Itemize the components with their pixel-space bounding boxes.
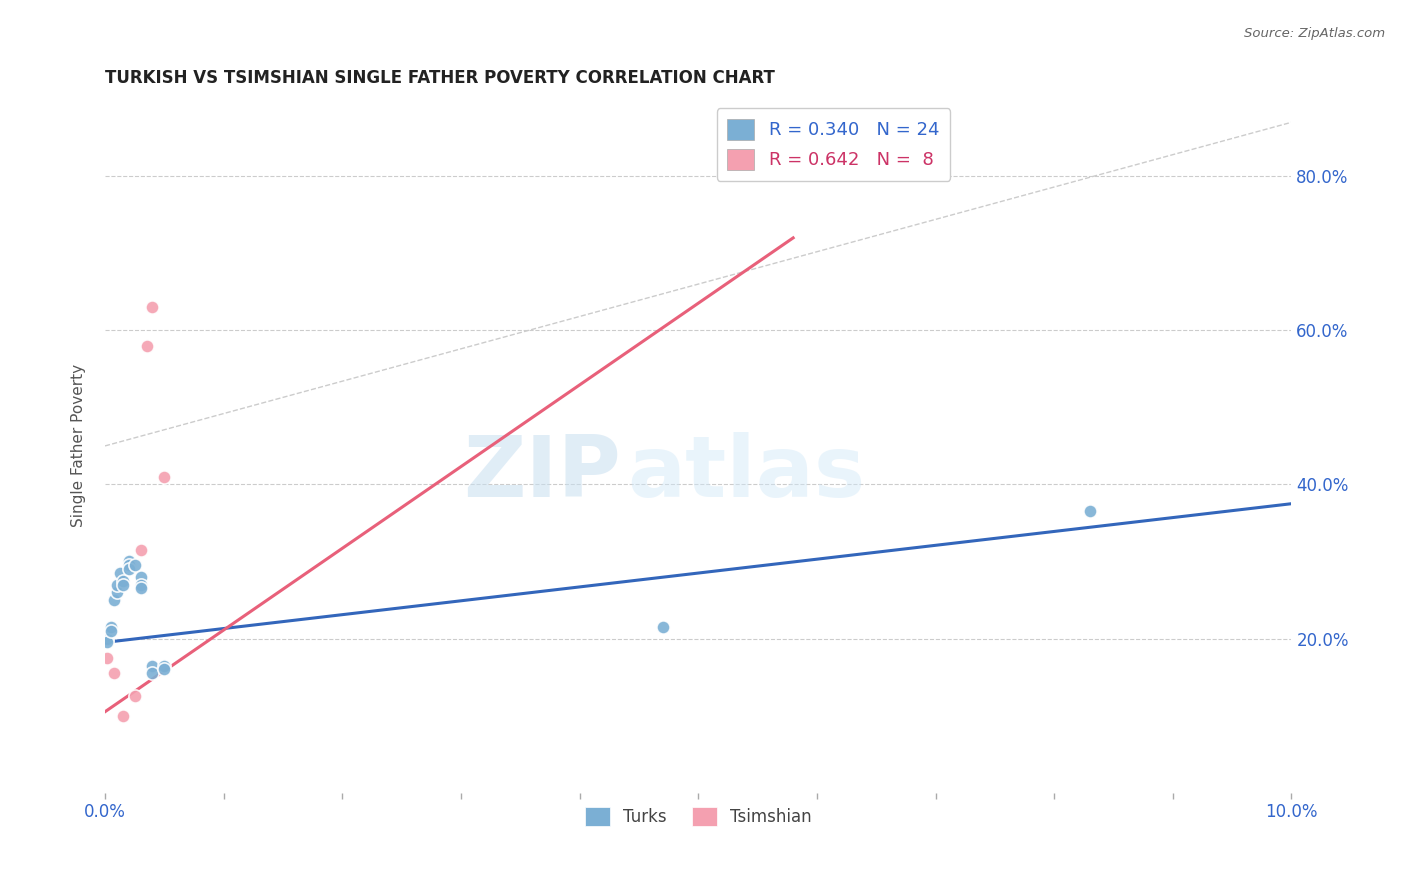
Point: [103, 593, 125, 607]
Point: [103, 666, 125, 681]
Point: [135, 339, 157, 353]
Point: [118, 562, 141, 576]
Point: [96, 628, 118, 642]
Point: [129, 577, 152, 591]
Text: atlas: atlas: [627, 432, 865, 516]
Point: [118, 558, 141, 573]
Point: [129, 582, 152, 596]
Point: [124, 690, 146, 704]
Point: [141, 666, 163, 681]
Point: [153, 658, 176, 673]
Point: [141, 300, 163, 314]
Point: [100, 624, 122, 638]
Point: [105, 585, 128, 599]
Point: [118, 554, 141, 568]
Point: [651, 620, 673, 634]
Point: [100, 620, 122, 634]
Legend: Turks, Tsimshian: Turks, Tsimshian: [578, 800, 818, 833]
Point: [110, 566, 132, 580]
Point: [111, 708, 134, 723]
Point: [1078, 504, 1101, 518]
Y-axis label: Single Father Poverty: Single Father Poverty: [72, 364, 86, 527]
Point: [111, 574, 134, 588]
Point: [96, 650, 118, 665]
Point: [96, 635, 118, 649]
Point: [129, 570, 152, 584]
Point: [124, 558, 146, 573]
Point: [153, 662, 176, 676]
Point: [141, 658, 163, 673]
Text: Source: ZipAtlas.com: Source: ZipAtlas.com: [1244, 27, 1385, 40]
Text: TURKISH VS TSIMSHIAN SINGLE FATHER POVERTY CORRELATION CHART: TURKISH VS TSIMSHIAN SINGLE FATHER POVER…: [105, 69, 775, 87]
Point: [153, 469, 176, 483]
Text: ZIP: ZIP: [464, 432, 621, 516]
Point: [96, 632, 118, 646]
Point: [129, 543, 152, 558]
Point: [105, 577, 128, 591]
Point: [111, 577, 134, 591]
